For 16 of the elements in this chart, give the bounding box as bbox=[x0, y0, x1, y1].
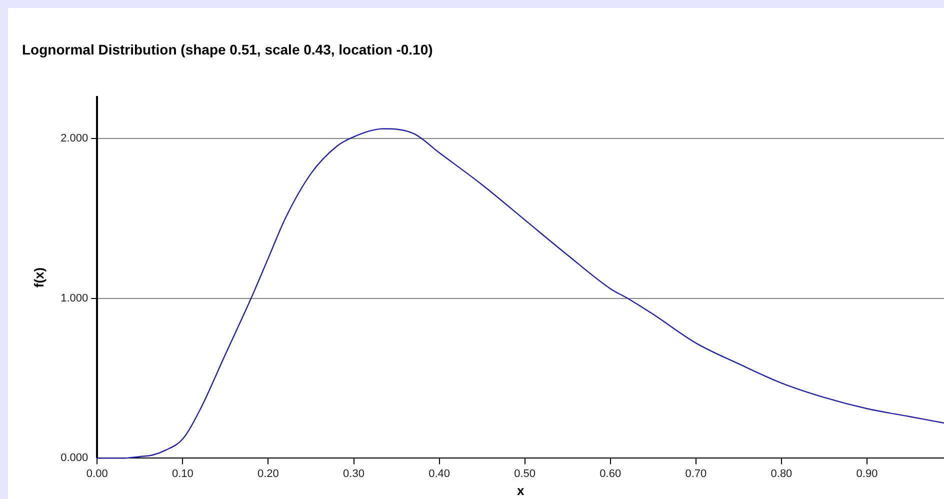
y-tick-label: 1.000 bbox=[60, 292, 88, 304]
y-tick-label: 0.000 bbox=[60, 452, 88, 464]
x-tick-label: 0.70 bbox=[685, 468, 707, 480]
x-tick-label: 0.20 bbox=[258, 468, 279, 480]
y-axis-title: f(x) bbox=[31, 267, 46, 288]
x-tick-label: 0.50 bbox=[514, 468, 536, 480]
x-tick-label: 0.80 bbox=[770, 468, 792, 480]
x-axis-title: x bbox=[516, 482, 525, 498]
x-tick-label: 0.90 bbox=[856, 468, 878, 480]
x-tick-label: 0.60 bbox=[600, 468, 622, 480]
x-tick-label: 0.40 bbox=[428, 468, 450, 480]
x-tick-label: 0.30 bbox=[343, 468, 364, 480]
chart-title: Lognormal Distribution (shape 0.51, scale 0.43, location -0.10) bbox=[22, 41, 433, 58]
x-tick-label: 0.10 bbox=[172, 468, 194, 480]
y-tick-label: 2.000 bbox=[60, 132, 88, 144]
x-tick-label: 0.00 bbox=[86, 468, 108, 480]
